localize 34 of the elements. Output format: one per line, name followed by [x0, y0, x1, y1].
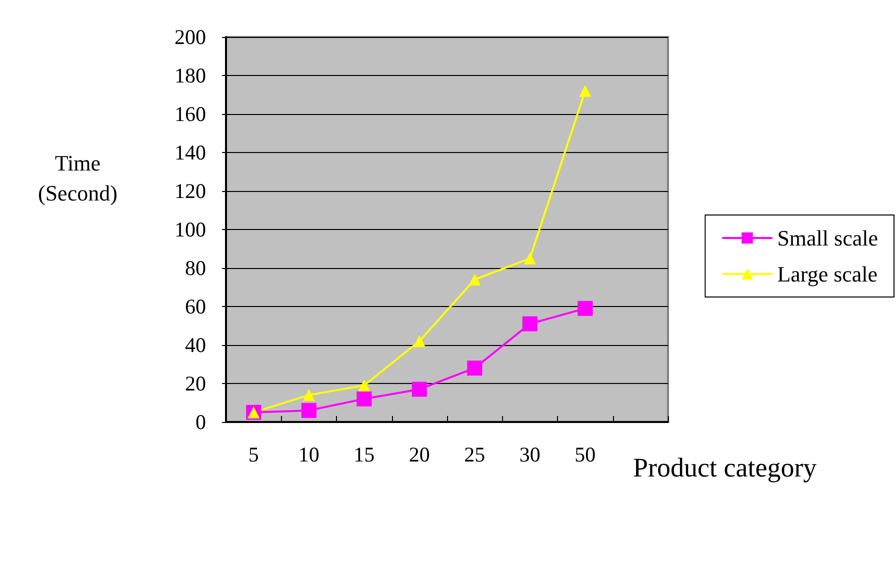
- y-axis-title: Time (Second): [38, 150, 118, 206]
- legend-label: Small scale: [777, 226, 878, 250]
- point: [579, 84, 592, 97]
- x-axis-title: Product category: [633, 452, 818, 482]
- point: [301, 402, 316, 418]
- legend-label: Large scale: [777, 262, 878, 286]
- point: [467, 360, 482, 376]
- y-tick-label: 140: [174, 140, 206, 164]
- point: [468, 274, 481, 286]
- x-tick-label: 30: [519, 442, 540, 466]
- x-tick-label: 5: [248, 442, 259, 466]
- y-tick-label: 60: [185, 294, 206, 318]
- point: [302, 389, 315, 402]
- x-tick-label: 20: [408, 442, 430, 466]
- point: [522, 316, 538, 332]
- x-tick-label: 15: [354, 442, 375, 466]
- y-tick-label: 20: [185, 372, 206, 396]
- x-tick-label: 50: [574, 442, 596, 466]
- y-tick-label: 80: [185, 256, 206, 280]
- x-tick-label: 25: [464, 442, 486, 466]
- point: [358, 379, 370, 392]
- y-tick-label: 40: [185, 333, 206, 357]
- point: [356, 391, 372, 406]
- point: [578, 300, 593, 316]
- point: [524, 252, 536, 264]
- y-tick-label: 160: [174, 102, 206, 126]
- point: [412, 382, 427, 397]
- y-tick-label: 180: [174, 64, 206, 88]
- y-tick-label: 120: [174, 179, 206, 203]
- y-tick-label: 200: [174, 25, 206, 49]
- y-tick-label: 0: [196, 410, 206, 434]
- point: [413, 335, 426, 348]
- y-tick-label: 100: [174, 218, 206, 242]
- x-tick-label: 10: [298, 442, 320, 466]
